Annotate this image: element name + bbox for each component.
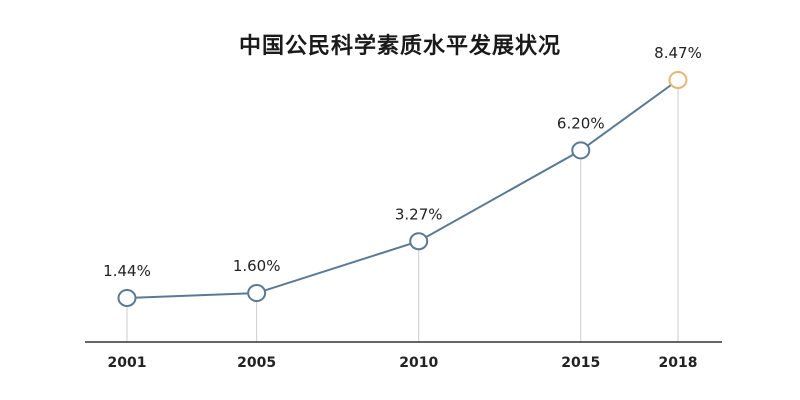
x-tick-label-2005: 2005	[237, 355, 276, 371]
x-tick-label-2015: 2015	[561, 355, 600, 371]
x-tick-labels: 2001 2005 2010 2015 2018	[108, 355, 698, 371]
data-label-2018: 8.47%	[654, 44, 702, 62]
markers	[117, 71, 688, 307]
series-line	[126, 79, 679, 299]
data-label-2001: 1.44%	[103, 262, 151, 280]
drop-lines	[126, 88, 679, 342]
chart-title: 中国公民科学素质水平发展状况	[238, 34, 561, 59]
x-tick-label-2018: 2018	[659, 355, 698, 371]
marker-2010	[409, 232, 429, 251]
marker-2015	[571, 141, 591, 160]
data-label-2005: 1.60%	[233, 257, 281, 275]
x-tick-label-2001: 2001	[108, 355, 147, 371]
marker-2018	[668, 71, 688, 89]
data-labels: 1.44% 1.60% 3.27% 6.20% 8.47%	[103, 44, 702, 280]
marker-2001	[117, 289, 137, 307]
marker-2005	[247, 284, 267, 303]
x-tick-label-2010: 2010	[399, 355, 438, 371]
data-label-2015: 6.20%	[557, 114, 605, 132]
data-label-2010: 3.27%	[395, 205, 443, 223]
